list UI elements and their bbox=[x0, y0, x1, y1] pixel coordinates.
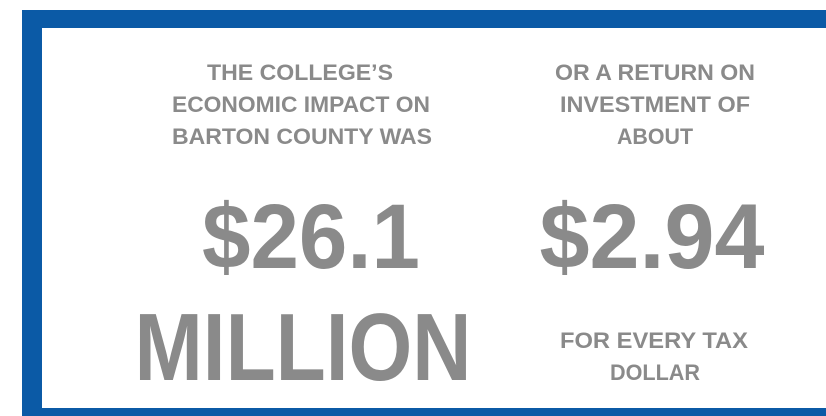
left-heading-line: THE COLLEGE’S bbox=[207, 60, 393, 85]
left-unit: MILLION bbox=[135, 294, 472, 401]
right-heading-line: INVESTMENT OF bbox=[560, 92, 750, 117]
left-heading-line: ECONOMIC IMPACT ON bbox=[172, 92, 430, 117]
left-amount: $26.1 bbox=[202, 186, 420, 288]
right-amount: $2.94 bbox=[540, 186, 765, 288]
right-caption-line: FOR EVERY TAX bbox=[560, 328, 748, 353]
right-caption-line: DOLLAR bbox=[610, 360, 700, 385]
frame-panel bbox=[42, 28, 826, 408]
right-heading-line: ABOUT bbox=[617, 124, 694, 149]
left-heading-line: BARTON COUNTY WAS bbox=[172, 124, 432, 149]
right-heading-line: OR A RETURN ON bbox=[555, 60, 755, 85]
